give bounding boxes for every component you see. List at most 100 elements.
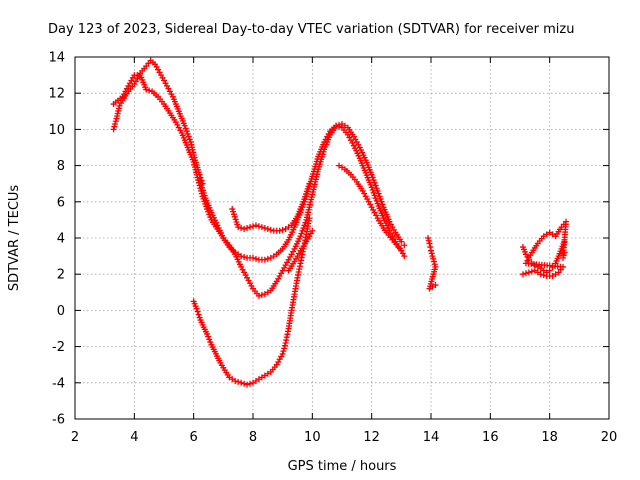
y-tick-label: 6: [57, 195, 65, 210]
data-point: [247, 224, 254, 231]
y-tick-label: -6: [52, 413, 65, 428]
data-point: [376, 193, 383, 200]
data-point: [379, 201, 386, 208]
data-point: [306, 180, 313, 187]
data-point: [309, 227, 316, 234]
y-axis-label: SDTVAR / TECUs: [7, 185, 22, 292]
y-tick-label: -2: [52, 340, 65, 355]
data-point: [280, 348, 287, 355]
series-track-b: [110, 72, 408, 299]
chart-title: Day 123 of 2023, Sidereal Day-to-day VTE…: [48, 22, 574, 37]
series-track-c: [196, 122, 408, 263]
data-point: [206, 336, 213, 343]
data-point: [255, 292, 262, 299]
data-point: [181, 122, 188, 129]
data-point: [525, 269, 532, 276]
data-point: [244, 225, 251, 232]
data-point: [301, 222, 308, 229]
axis-ticks: [74, 56, 610, 420]
data-point: [279, 226, 286, 233]
x-tick-label: 14: [423, 430, 440, 445]
data-point: [204, 330, 211, 337]
data-point: [281, 342, 288, 349]
data-point: [401, 253, 408, 260]
data-point: [299, 227, 306, 234]
data-point: [205, 333, 212, 340]
data-point: [195, 311, 202, 318]
data-point: [298, 230, 305, 237]
y-tick-label: 12: [48, 87, 65, 102]
x-tick-labels: 2 4 6 8 10 12 14 16 18 20: [71, 430, 617, 445]
data-point: [431, 261, 438, 268]
data-point: [560, 252, 567, 259]
data-point: [432, 282, 439, 289]
data-point: [241, 380, 248, 387]
y-tick-label: 4: [57, 232, 65, 247]
data-point: [264, 255, 271, 262]
data-point: [185, 133, 192, 140]
data-point: [401, 242, 408, 249]
data-point: [238, 379, 245, 386]
data-point: [371, 192, 378, 199]
data-point: [375, 190, 382, 197]
data-point: [279, 350, 286, 357]
data-point: [276, 227, 283, 234]
series-track-i: [519, 218, 569, 280]
data-point: [377, 196, 384, 203]
data-point: [428, 250, 435, 257]
data-point: [370, 189, 377, 196]
data-point: [193, 305, 200, 312]
data-point: [112, 118, 119, 125]
data-point: [395, 244, 402, 251]
data-point: [261, 256, 268, 263]
x-tick-label: 2: [71, 430, 79, 445]
data-point: [302, 219, 309, 226]
x-tick-label: 8: [249, 430, 257, 445]
data-point: [519, 271, 526, 278]
series-track-d: [229, 180, 313, 234]
data-point: [537, 271, 544, 278]
data-point: [235, 224, 242, 231]
data-point: [182, 125, 189, 132]
data-point: [250, 223, 256, 230]
data-point: [241, 225, 248, 232]
data-point: [368, 184, 375, 191]
series-track-g: [336, 162, 405, 254]
series-track-a: [110, 57, 206, 187]
data-point: [369, 187, 376, 194]
y-tick-label: 2: [57, 268, 65, 283]
data-point: [425, 235, 432, 241]
y-tick-label: -4: [52, 376, 65, 391]
x-tick-label: 16: [482, 430, 499, 445]
x-tick-label: 10: [304, 430, 321, 445]
x-tick-label: 18: [541, 430, 558, 445]
data-point: [398, 247, 405, 254]
x-tick-label: 20: [601, 430, 618, 445]
data-point: [143, 86, 150, 93]
data-point: [560, 254, 567, 261]
y-tick-label: 8: [57, 159, 65, 174]
data-point: [300, 225, 307, 232]
x-axis-label: GPS time / hours: [288, 459, 397, 474]
data-point: [429, 253, 436, 260]
data-point: [374, 187, 381, 194]
y-tick-label: 0: [57, 304, 65, 319]
data-point: [112, 120, 119, 127]
data-point: [267, 226, 274, 233]
data-point: [398, 238, 405, 245]
y-tick-label: 14: [48, 51, 65, 66]
data-point: [336, 123, 343, 130]
x-tick-label: 4: [130, 430, 138, 445]
data-point: [184, 130, 191, 137]
data-point: [258, 292, 265, 299]
data-point: [264, 225, 271, 232]
data-point: [528, 268, 535, 275]
data-point: [110, 126, 117, 133]
data-point: [235, 378, 242, 385]
data-point: [146, 87, 153, 94]
x-tick-label: 6: [190, 430, 198, 445]
data-point: [333, 122, 340, 129]
data-point: [111, 123, 118, 130]
data-point: [373, 185, 380, 192]
x-tick-label: 12: [363, 430, 380, 445]
